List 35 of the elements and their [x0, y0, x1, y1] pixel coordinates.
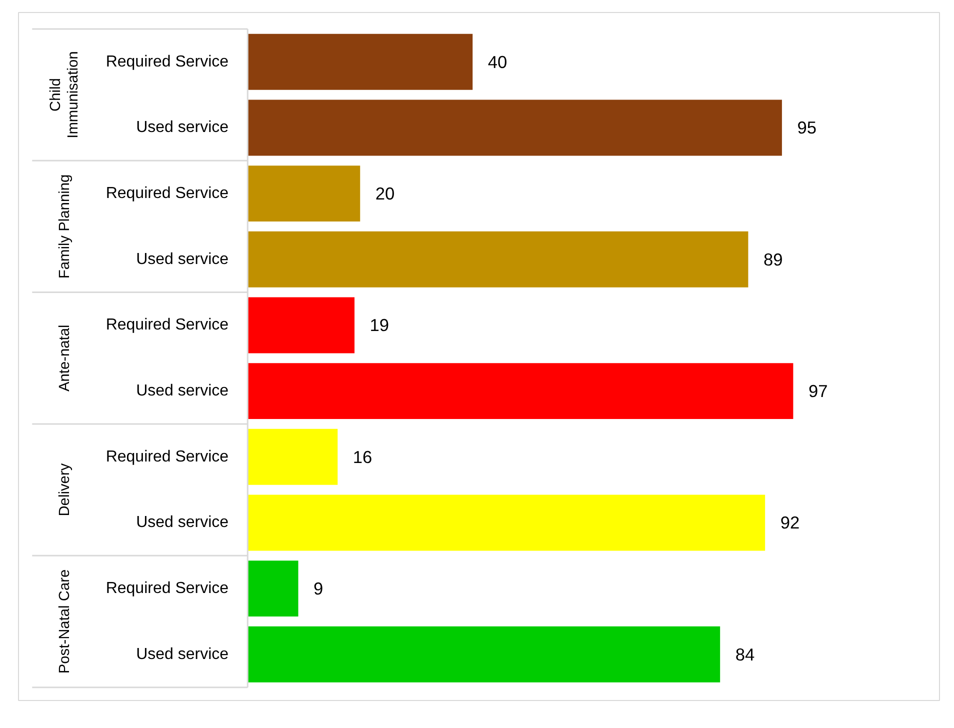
bar	[248, 166, 360, 222]
text: Post-Natal Care	[56, 569, 73, 674]
y-tick-label: Required Service	[106, 580, 229, 598]
data-label: 40	[488, 52, 508, 72]
text: Delivery	[56, 462, 73, 516]
data-label: 9	[314, 578, 324, 599]
data-label: 19	[370, 315, 390, 336]
y-tick-label: Required Service	[106, 448, 229, 466]
text: Ante-natal	[56, 324, 73, 392]
data-label: 95	[797, 118, 817, 138]
data-label: 84	[735, 644, 755, 664]
y-tick-label: Used service	[136, 119, 229, 136]
bar	[248, 100, 782, 156]
text: Family Planning	[56, 174, 73, 279]
y-tick-label: Required Service	[106, 185, 229, 202]
y-tick-label: Used service	[136, 382, 229, 400]
bar	[248, 34, 473, 90]
text: Child Immunisation	[48, 51, 82, 138]
y-tick-label: Used service	[136, 646, 229, 663]
bar	[248, 363, 794, 420]
y-tick-label: Required Service	[106, 316, 229, 334]
data-label: 97	[808, 381, 828, 402]
y-tick-label: Used service	[136, 514, 229, 532]
bar	[248, 560, 298, 617]
bar	[248, 231, 748, 288]
bar	[248, 297, 354, 354]
data-label: 92	[780, 512, 800, 533]
bar	[248, 626, 720, 682]
bar	[248, 428, 338, 485]
y-tick-label: Used service	[136, 250, 229, 268]
data-label: 89	[763, 249, 783, 270]
bar	[248, 494, 766, 551]
y-tick-label: Required Service	[106, 53, 229, 70]
data-label: 16	[352, 446, 372, 467]
data-label: 20	[375, 184, 395, 204]
